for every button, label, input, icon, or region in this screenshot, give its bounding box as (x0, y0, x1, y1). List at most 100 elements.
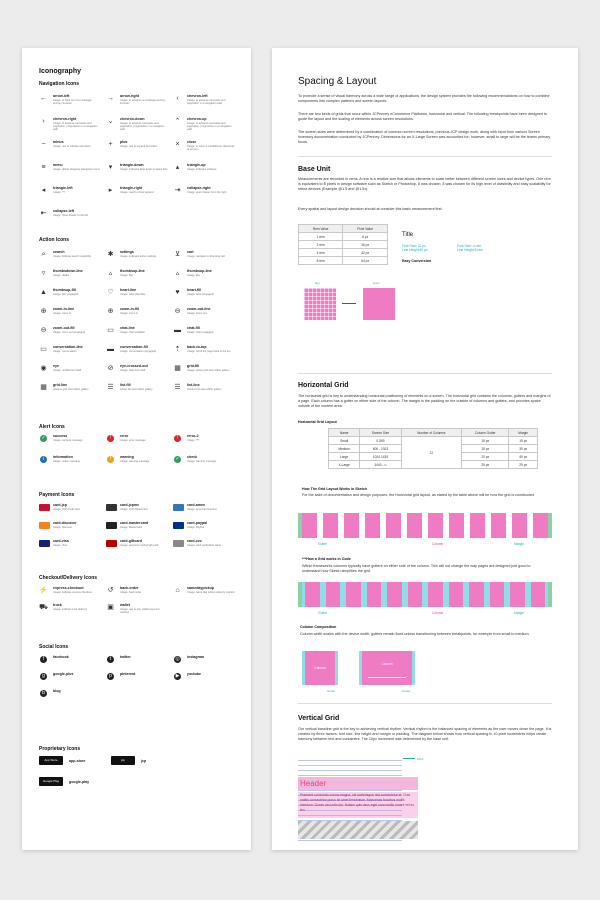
social-item[interactable]: ▶ youtube (173, 672, 235, 692)
jcp-icon[interactable]: jcp (111, 756, 135, 765)
app-store-icon[interactable]: App Store (39, 756, 63, 765)
action-item[interactable]: ▲ thumbsup-fill Usage: like (engaged) (39, 288, 101, 308)
payment-item[interactable]: card-jcp Usage: JCP credit card (39, 503, 101, 523)
gutter-band (442, 582, 446, 607)
action-item[interactable]: ▬ conversation-fill Usage: conversation (e… (106, 345, 168, 365)
action-item[interactable]: ☰ list-fill Active list view within galler… (106, 383, 168, 403)
social-item[interactable]: f facebook (39, 655, 101, 675)
nav-item[interactable]: × close Usage: to close a modal/flyout, di… (173, 140, 235, 160)
payment-item[interactable]: card-visa Usage: Visa (39, 539, 101, 559)
alert-item[interactable]: ! warning Usage: warning message (106, 455, 168, 475)
action-item[interactable]: ▿ thumbsdown-line Usage: dislike (39, 269, 101, 289)
column-band (325, 582, 340, 607)
action-item[interactable]: ◉ eye Usage: unhide form field (39, 364, 101, 384)
action-item[interactable]: ⊖ zoom-out-line Usage: zoom out (173, 307, 235, 327)
payment-item[interactable]: card-discover Usage: Discover (39, 521, 101, 541)
icon-name: card-paypal (187, 521, 208, 525)
action-item[interactable]: ⌕ search Usage: indicate search capability (39, 250, 101, 270)
nav-item[interactable]: ▾ triangle-down Usage: indicates drop down… (106, 163, 168, 183)
table-cell: 25 px (508, 460, 538, 469)
social-item[interactable]: b blog (39, 689, 101, 709)
gutter-band (360, 582, 364, 607)
alert-item[interactable]: ! error-2 Usage: ?? (173, 434, 235, 454)
google-play-icon[interactable]: Google Play (39, 777, 63, 786)
nav-item[interactable]: › chevron-right Usage: to advance carousel… (39, 117, 101, 137)
icon-usage: Usage: indicates collapse (187, 168, 217, 171)
action-item[interactable]: ▦ grid-line Inactive grid view within gall… (39, 383, 101, 403)
alert-item[interactable]: ✓ check Usage: warning message (173, 455, 235, 475)
nav-item[interactable]: → arrow-right Usage: to advance a multipag… (106, 94, 168, 114)
nav-item[interactable]: ⇥ collapse-right Usage: open drawer from t… (173, 186, 235, 206)
gutter-label: Gutter (318, 611, 328, 615)
nav-item[interactable]: ⇤ collapse-left Usage: close drawer to the… (39, 209, 101, 229)
checkout-item[interactable]: ↺ back-order Usage: back order (106, 586, 168, 606)
nav-item[interactable]: ▴ triangle-up Usage: indicates collapse (173, 163, 235, 183)
error-icon: ! (107, 435, 114, 442)
nav-item[interactable]: ‹ chevron-left Usage: to advance carousels… (173, 94, 235, 114)
action-item[interactable]: ⇡ back-to-top Usage: scroll the page back … (173, 345, 235, 365)
payment-item[interactable]: card-giftcard Usage: payment method gift … (106, 539, 168, 559)
action-item[interactable]: ⊕ zoom-in-fill Usage: zoom in (106, 307, 168, 327)
social-item[interactable]: p pinterest (106, 672, 168, 692)
icon-usage: Usage: JCP credit card (53, 508, 80, 511)
proprietary-icons-heading: Proprietary Icons (39, 746, 81, 752)
action-item[interactable]: ✱ settings Usage: indicates active setting… (106, 250, 168, 270)
checkout-item[interactable]: ⌂ samedaypickup Usage: same day pickup del… (173, 586, 235, 606)
margin-label: Margin (514, 542, 525, 546)
action-item[interactable]: ▦ grid-fill Usage: active grid view within… (173, 364, 235, 384)
nav-item[interactable]: ⌃ chevron-up Usage: to advance carousels a… (173, 117, 235, 137)
action-item[interactable]: ▵ thumbsup-line Usage: like (173, 269, 235, 289)
nav-item[interactable]: − minus Usage: use to indicate accordion (39, 140, 101, 160)
payment-item[interactable]: card-mastercard Usage: Mastercard (106, 521, 168, 541)
action-item[interactable]: ♥ heart-fill Usage: save (engaged) (173, 288, 235, 308)
icon-usage: Usage: ?? (187, 439, 199, 442)
icon-usage: Usage: like (187, 274, 200, 277)
payment-item[interactable]: card-cvv Usage: card verification value (173, 539, 235, 559)
action-item[interactable]: ▭ chat-line Usage: chat available (106, 326, 168, 346)
table-cell: 12 (400, 436, 463, 469)
icon-name: thumbsup-fill (53, 288, 76, 292)
gutter-band (319, 582, 323, 607)
social-item[interactable]: ◎ instagram (173, 655, 235, 675)
table-cell: 0-599 (359, 436, 402, 445)
checkout-item[interactable]: ⛟ truck Usage: indicate truck delivery (39, 603, 101, 623)
nav-item[interactable]: ← arrow-left Usage: to back out of a multi… (39, 94, 101, 114)
action-item[interactable]: ⊖ zoom-out-fill Usage: zoom out (engaged) (39, 326, 101, 346)
nav-item[interactable]: ⌄ chevron-down Usage: to advance carousels… (106, 117, 168, 137)
icon-name: triangle-right (120, 186, 143, 190)
action-item[interactable]: ▬ chat-fill Usage: chat (engaged) (173, 326, 235, 346)
action-item[interactable]: ☰ list-line Inactive list view within gall… (173, 383, 235, 403)
action-item[interactable]: ⊘ eye-crossed-out Usage: hide form field (106, 364, 168, 384)
divider (298, 703, 552, 704)
title-demo-title: Title (402, 232, 414, 238)
icon-name: arrow-left (53, 94, 70, 98)
alert-item[interactable]: i information Usage: notice message (39, 455, 101, 475)
alert-item[interactable]: ✓ success Usage: success message (39, 434, 101, 454)
back-to-top-icon: ⇡ (174, 346, 181, 353)
action-item[interactable]: ▵ thumbsup-line Usage: like (106, 269, 168, 289)
icon-name: arrow-right (120, 94, 139, 98)
social-item[interactable]: t twitter (106, 655, 168, 675)
action-item[interactable]: ▭ conversation-line Usage: conversation (39, 345, 101, 365)
checkout-item[interactable]: ▣ wallet Usage: use to pay, wallet payment… (106, 603, 168, 623)
payment-item[interactable]: card-jcpmc Usage: JCP Mastercard (106, 503, 168, 523)
icon-usage: Usage: hide form field (120, 369, 146, 372)
nav-item[interactable]: ▸ triangle-right Usage: used to show expan… (106, 186, 168, 206)
gutter-band (483, 582, 487, 607)
alert-item[interactable]: ! error Usage: error message (106, 434, 168, 454)
action-item[interactable]: ⊻ cart Usage: navigate to shopping cart (173, 250, 235, 270)
social-item[interactable]: g google-plus (39, 672, 101, 692)
action-item[interactable]: ⊕ zoom-in-line Usage: zoom in (39, 307, 101, 327)
payment-item[interactable]: card-amex Usage: American Express (173, 503, 235, 523)
table-cell: Large (327, 452, 361, 461)
payment-item[interactable]: card-paypal Usage: PayPal (173, 521, 235, 541)
action-item[interactable]: ♡ heart-line Usage: save (favorite) (106, 288, 168, 308)
checkout-item[interactable]: ⚡ express-checkout Usage: indicate express… (39, 586, 101, 606)
column-composition-paragraph: Column width scales with the device widt… (300, 632, 530, 636)
nav-item[interactable]: ≡ menu Usage: global shopping categories m… (39, 163, 101, 183)
nav-item[interactable]: ◂ triangle-left Usage: ?? (39, 186, 101, 206)
card-discover-icon (39, 522, 50, 529)
nav-item[interactable]: + plus Usage: use to expand accordion (106, 140, 168, 160)
card-mastercard-icon (106, 522, 117, 529)
grid-fill-icon: ▦ (174, 365, 181, 372)
